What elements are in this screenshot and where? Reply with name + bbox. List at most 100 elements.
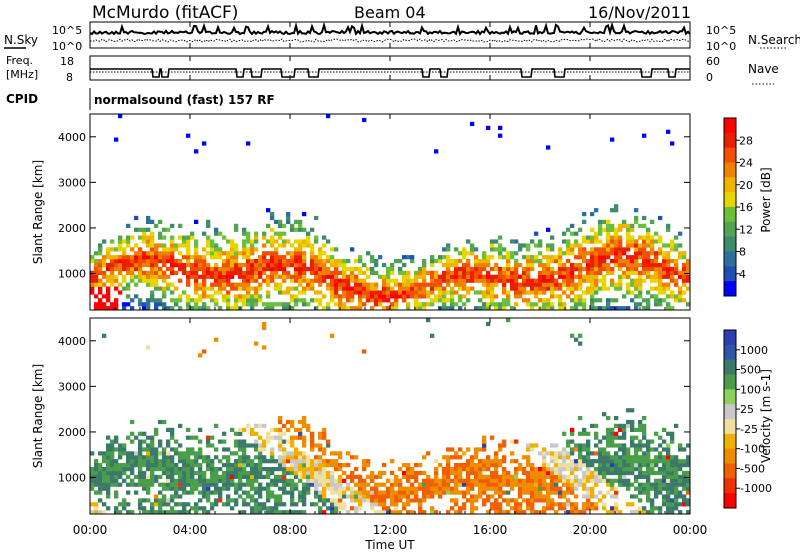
- heatmap-cell: [94, 251, 99, 256]
- heatmap-cell: [670, 467, 675, 472]
- heatmap-cell: [530, 494, 535, 499]
- heatmap-cell: [266, 474, 271, 479]
- heatmap-cell: [446, 470, 451, 476]
- heatmap-cell: [490, 294, 495, 299]
- heatmap-cell: [390, 290, 395, 295]
- heatmap-cell: [190, 470, 195, 476]
- heatmap-cell: [174, 490, 179, 495]
- heatmap-cell: [678, 490, 683, 495]
- heatmap-cell: [606, 239, 611, 244]
- heatmap-cell: [450, 447, 455, 452]
- heatmap-cell: [318, 302, 323, 307]
- heatmap-cell: [590, 270, 595, 275]
- heatmap-cell: [174, 463, 179, 468]
- heatmap-cell: [486, 494, 491, 499]
- heatmap-cell: [358, 286, 363, 291]
- heatmap-cell: [646, 455, 651, 460]
- heatmap-cell: [262, 255, 267, 260]
- heatmap-cell: [198, 266, 203, 272]
- heatmap-cell: [114, 463, 119, 468]
- heatmap-cell: [114, 439, 119, 444]
- heatmap-cell: [610, 251, 615, 256]
- heatmap-cell: [290, 286, 295, 291]
- heatmap-cell: [402, 486, 407, 491]
- heatmap-cell: [630, 510, 635, 515]
- heatmap-cell: [106, 455, 111, 460]
- heatmap-cell: [322, 274, 327, 279]
- heatmap-cell: [390, 302, 395, 307]
- heatmap-cell: [110, 263, 115, 268]
- heatmap-cell: [414, 298, 419, 303]
- heatmap-cell: [522, 470, 527, 476]
- heatmap-cell: [494, 478, 499, 483]
- range-tick-label: 2000: [58, 222, 86, 235]
- heatmap-cell: [346, 486, 351, 491]
- heatmap-cell: [202, 306, 207, 311]
- heatmap-cell: [586, 494, 591, 499]
- heatmap-cell: [458, 274, 463, 279]
- heatmap-cell: [226, 290, 231, 295]
- heatmap-cell: [494, 274, 499, 279]
- heatmap-cell: [482, 443, 487, 448]
- heatmap-cell: [658, 467, 663, 472]
- heatmap-cell: [490, 286, 495, 291]
- heatmap-cell: [166, 463, 171, 468]
- heatmap-cell: [390, 502, 395, 507]
- heatmap-cell: [278, 435, 283, 440]
- heatmap-cell: [302, 474, 307, 479]
- heatmap-cell: [642, 470, 647, 476]
- heatmap-cell: [590, 227, 595, 232]
- heatmap-cell: [626, 459, 631, 464]
- heatmap-cell: [290, 482, 295, 487]
- heatmap-cell: [242, 278, 247, 283]
- heatmap-cell: [214, 490, 219, 495]
- heatmap-cell: [118, 502, 123, 507]
- heatmap-cell: [242, 427, 247, 432]
- heatmap-cell: [662, 263, 667, 268]
- heatmap-cell: [442, 298, 447, 303]
- heatmap-cell: [306, 286, 311, 291]
- heatmap-cell: [434, 286, 439, 291]
- heatmap-cell: [670, 294, 675, 299]
- heatmap-cell: [550, 451, 555, 456]
- heatmap-cell: [126, 435, 131, 440]
- heatmap-cell: [474, 482, 479, 487]
- heatmap-cell: [394, 306, 399, 311]
- heatmap-cell: [142, 259, 147, 264]
- heatmap-cell: [670, 274, 675, 279]
- heatmap-cell: [638, 474, 643, 479]
- heatmap-cell: [206, 266, 211, 272]
- heatmap-cell: [258, 286, 263, 291]
- heatmap-cell: [154, 278, 159, 283]
- heatmap-cell: [586, 439, 591, 444]
- heatmap-cell: [278, 455, 283, 460]
- heatmap-cell: [262, 423, 267, 428]
- heatmap-cell: [462, 286, 467, 291]
- heatmap-cell: [422, 282, 427, 287]
- heatmap-cell: [510, 451, 515, 456]
- heatmap-cell: [506, 478, 511, 483]
- heatmap-cell: [190, 467, 195, 472]
- heatmap-cell: [582, 470, 587, 476]
- heatmap-cell: [246, 255, 251, 260]
- heatmap-cell: [578, 255, 583, 260]
- heatmap-cell: [146, 474, 151, 479]
- heatmap-cell: [278, 219, 283, 224]
- heatmap-cell: [490, 247, 495, 252]
- heatmap-cell: [90, 502, 95, 507]
- colorbar-swatch: [724, 389, 736, 405]
- heatmap-cell: [658, 435, 663, 440]
- heatmap-cell: [434, 482, 439, 487]
- colorbar-swatch: [724, 236, 736, 252]
- heatmap-cell: [94, 467, 99, 472]
- heatmap-cell: [506, 470, 511, 476]
- heatmap-cell: [518, 290, 523, 295]
- heatmap-cell: [546, 247, 551, 252]
- heatmap-cell: [98, 478, 103, 483]
- heatmap-cell: [550, 455, 555, 460]
- heatmap-cell: [582, 510, 587, 515]
- heatmap-cell: [514, 251, 519, 256]
- heatmap-cell: [594, 431, 599, 436]
- heatmap-cell: [146, 490, 151, 495]
- heatmap-cell: [594, 278, 599, 283]
